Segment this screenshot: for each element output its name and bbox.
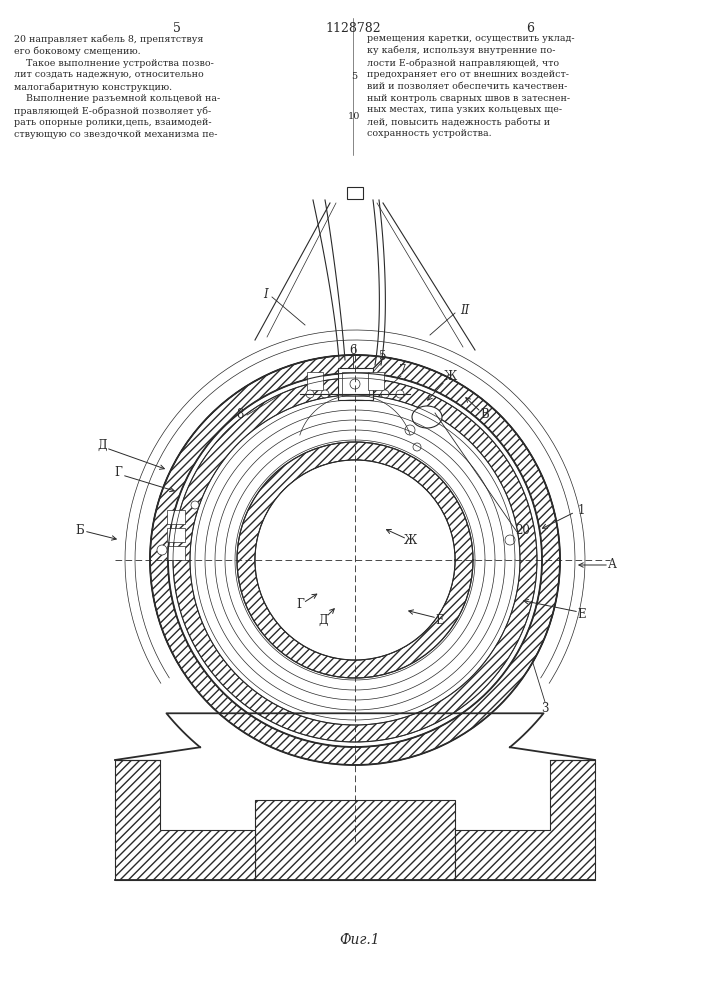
Text: Г: Г bbox=[114, 466, 122, 479]
Circle shape bbox=[505, 535, 515, 545]
Bar bbox=[167, 546, 185, 560]
Circle shape bbox=[157, 545, 167, 555]
Polygon shape bbox=[115, 760, 255, 880]
Text: В: В bbox=[481, 408, 489, 422]
Text: 7: 7 bbox=[399, 363, 407, 376]
Circle shape bbox=[381, 390, 389, 398]
Text: Ж: Ж bbox=[404, 534, 416, 546]
Bar bbox=[167, 528, 185, 542]
Bar bbox=[167, 510, 185, 524]
Bar bbox=[368, 372, 384, 390]
Text: E: E bbox=[578, 608, 586, 621]
Circle shape bbox=[255, 460, 455, 660]
Text: 10: 10 bbox=[348, 112, 360, 121]
Bar bbox=[342, 372, 369, 396]
Text: 20: 20 bbox=[515, 524, 530, 536]
Text: 8: 8 bbox=[236, 408, 244, 422]
Text: I: I bbox=[263, 288, 267, 302]
Text: 1128782: 1128782 bbox=[325, 22, 381, 35]
Text: E: E bbox=[436, 613, 444, 626]
Polygon shape bbox=[255, 800, 455, 880]
Text: 5: 5 bbox=[379, 351, 387, 363]
Text: Д: Д bbox=[318, 613, 328, 626]
Text: II: II bbox=[460, 304, 469, 316]
Circle shape bbox=[321, 390, 329, 398]
Text: Фиг.1: Фиг.1 bbox=[339, 933, 380, 947]
Bar bbox=[347, 187, 363, 199]
Text: 1: 1 bbox=[578, 504, 585, 516]
Text: 5: 5 bbox=[173, 22, 181, 35]
Polygon shape bbox=[455, 760, 595, 880]
Ellipse shape bbox=[412, 406, 442, 428]
Text: 3: 3 bbox=[542, 702, 549, 714]
Text: Б: Б bbox=[76, 524, 84, 536]
Text: 6: 6 bbox=[349, 344, 357, 357]
Text: 5: 5 bbox=[351, 72, 357, 81]
Circle shape bbox=[396, 390, 404, 398]
Bar bbox=[307, 372, 323, 390]
Text: А: А bbox=[607, 558, 617, 572]
Circle shape bbox=[405, 425, 415, 435]
Circle shape bbox=[350, 379, 360, 389]
Text: Д: Д bbox=[97, 438, 107, 452]
Text: Г: Г bbox=[296, 598, 304, 611]
Text: 6: 6 bbox=[526, 22, 534, 35]
Circle shape bbox=[191, 501, 199, 509]
Circle shape bbox=[413, 443, 421, 451]
Text: ремещения каретки, осуществить уклад-
ку кабеля, используя внутренние по-
лости : ремещения каретки, осуществить уклад- ку… bbox=[367, 34, 575, 138]
Text: Ж: Ж bbox=[443, 370, 457, 383]
Circle shape bbox=[306, 390, 314, 398]
Bar bbox=[338, 368, 373, 400]
Text: 20 направляет кабель 8, препятствуя
его боковому смещению.
    Такое выполнение : 20 направляет кабель 8, препятствуя его … bbox=[14, 34, 221, 139]
